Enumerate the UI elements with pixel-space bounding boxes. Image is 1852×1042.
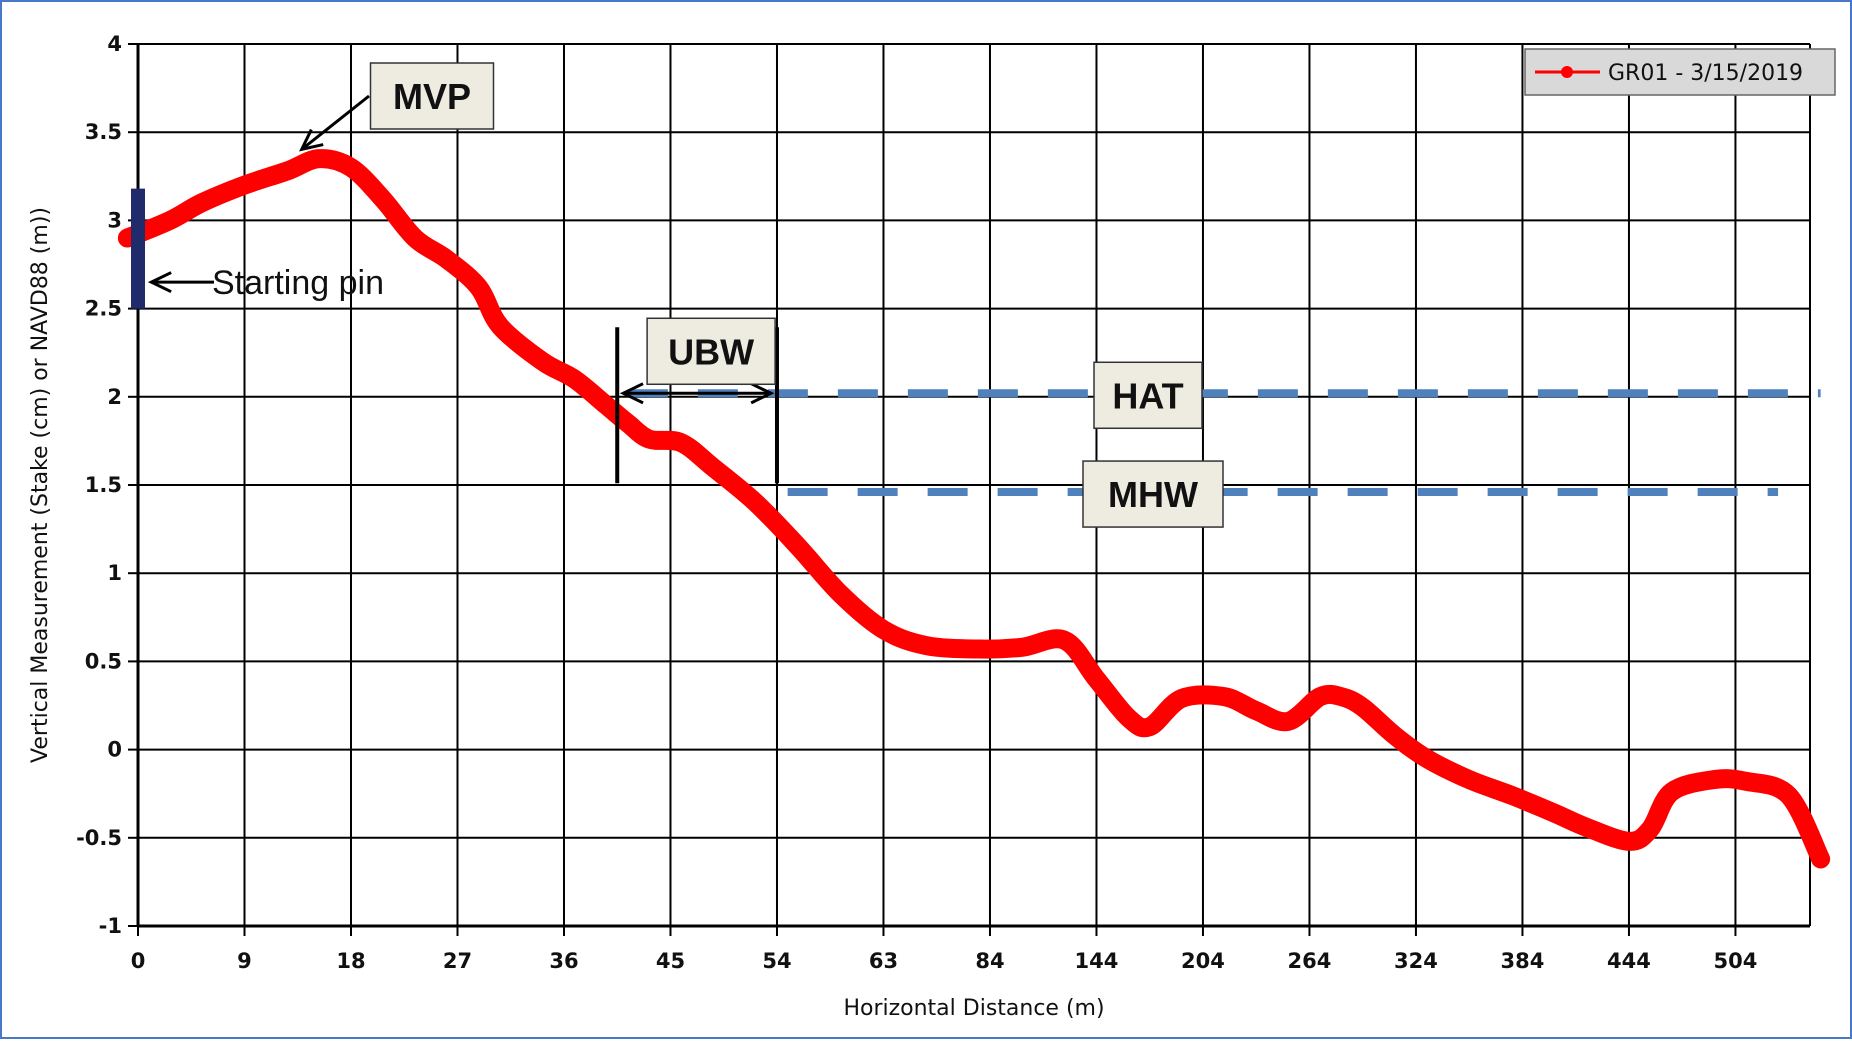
- y-tick-label: 2: [107, 385, 122, 409]
- series-lines: [117, 149, 1831, 869]
- x-tick-label: 204: [1181, 949, 1225, 973]
- legend: GR01 - 3/15/2019: [1524, 48, 1836, 96]
- x-tick-label: 0: [131, 949, 146, 973]
- y-tick-label: 0: [107, 738, 122, 762]
- legend-entry-label: GR01 - 3/15/2019: [1608, 61, 1803, 86]
- callout-mhw-box: [1082, 460, 1224, 528]
- x-tick-label: 264: [1288, 949, 1332, 973]
- y-tick-label: -0.5: [76, 826, 122, 850]
- gridlines: [137, 43, 1811, 927]
- x-tick-label: 444: [1607, 949, 1651, 973]
- y-tick-label: 3.5: [85, 120, 122, 144]
- y-tick-label: -1: [99, 914, 122, 938]
- y-tick-label: 1: [107, 561, 122, 585]
- x-tick-label: 54: [762, 949, 791, 973]
- x-tick-label: 36: [549, 949, 578, 973]
- y-tick-label: 1.5: [85, 473, 122, 497]
- reference-lines: [627, 389, 1821, 497]
- legend-swatch-marker: [1561, 66, 1573, 78]
- mvp-callout-box: [369, 62, 495, 130]
- callout-mhw-label: MHW: [1108, 474, 1198, 515]
- x-tick-label: 18: [336, 949, 365, 973]
- y-axis-title: Vertical Measurement (Stake (cm) or NAVD…: [28, 207, 53, 763]
- x-tick-label: 45: [656, 949, 685, 973]
- callout-hat-box: [1093, 361, 1203, 430]
- starting-pin-arrow-head: [147, 271, 172, 294]
- ubw-callout-label: UBW: [668, 331, 754, 372]
- x-tick-label: 63: [869, 949, 898, 973]
- x-tick-label: 84: [975, 949, 1004, 973]
- x-tick-label: 144: [1075, 949, 1119, 973]
- y-tick-labels: -1 -0.5 0 0.5 1 1.5 2 2.5 3 3.5 4: [76, 32, 138, 938]
- x-tick-label: 504: [1714, 949, 1758, 973]
- mvp-arrow-head: [299, 128, 324, 152]
- x-tick-label: 27: [443, 949, 472, 973]
- starting-pin-label: Starting pin: [212, 264, 384, 302]
- ubw-arrow-head-left: [619, 382, 644, 405]
- x-tick-labels: 0 9 18 27 36 45 54 63 84 144 204 264 324 384 444 504: [131, 926, 1758, 973]
- ubw-callout-box: [646, 317, 776, 386]
- y-tick-label: 0.5: [85, 649, 122, 673]
- x-tick-label: 9: [237, 949, 252, 973]
- mvp-callout-label: MVP: [393, 76, 471, 117]
- y-tick-label: 3: [107, 208, 122, 232]
- series-line: [117, 149, 1831, 869]
- x-tick-label: 384: [1501, 949, 1545, 973]
- ubw-arrow-head-right: [750, 382, 775, 405]
- callout-hat-label: HAT: [1112, 375, 1183, 416]
- annotations: MVP UBW Starting pin HAT MHW: [147, 62, 1224, 528]
- mvp-arrow-line: [300, 94, 370, 151]
- y-tick-label: 2.5: [85, 297, 122, 321]
- y-tick-label: 4: [107, 32, 122, 56]
- x-axis-title: Horizontal Distance (m): [843, 996, 1104, 1021]
- x-tick-label: 324: [1394, 949, 1438, 973]
